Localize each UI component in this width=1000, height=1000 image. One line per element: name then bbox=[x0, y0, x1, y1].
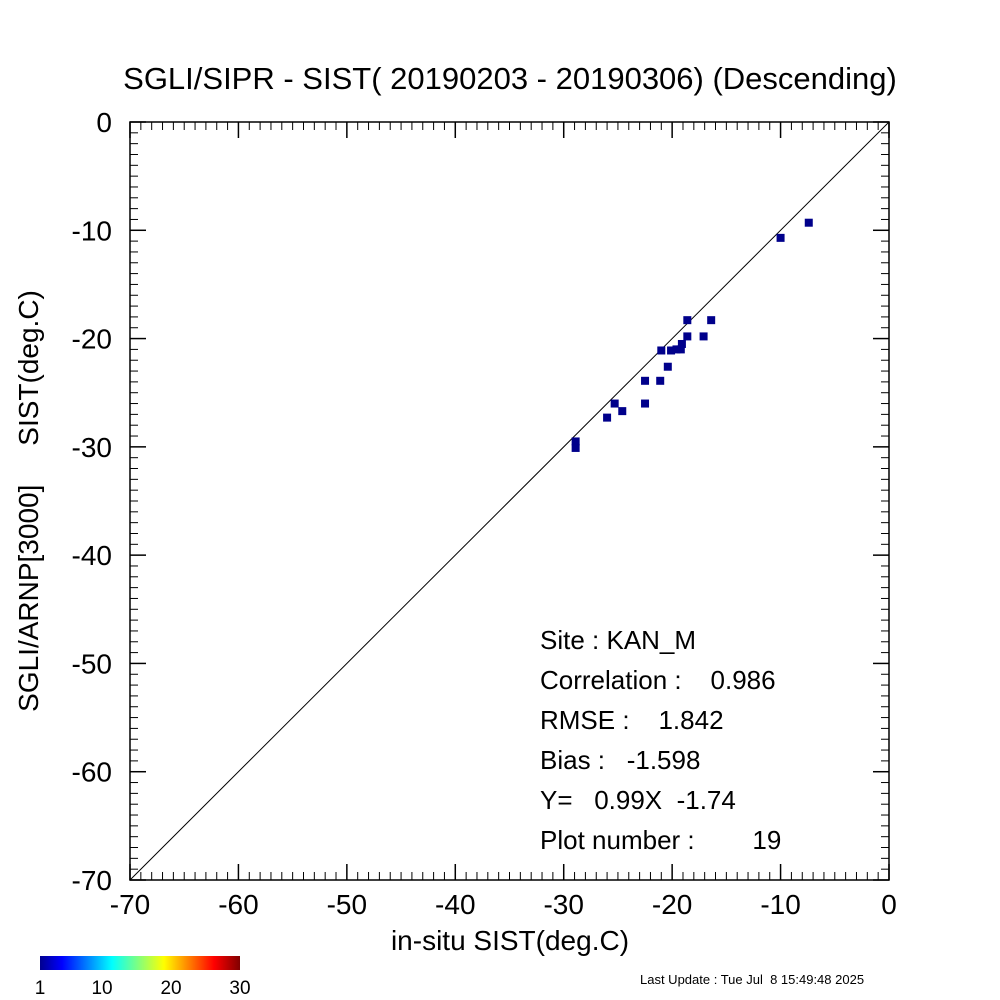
x-tick-label: -70 bbox=[110, 889, 150, 920]
y-tick-label: -10 bbox=[72, 215, 112, 246]
y-tick-label: -30 bbox=[72, 432, 112, 463]
data-point bbox=[603, 413, 612, 422]
colorbar-label: 20 bbox=[160, 978, 181, 999]
data-point bbox=[641, 376, 650, 385]
colorbar-label: 1 bbox=[35, 978, 46, 999]
data-point bbox=[667, 346, 676, 355]
x-tick-label: 0 bbox=[881, 889, 897, 920]
colorbar-labels: 1 10 20 30 bbox=[35, 978, 251, 999]
y-tick-label: 0 bbox=[96, 107, 112, 138]
data-point bbox=[657, 346, 666, 355]
data-point bbox=[571, 437, 580, 446]
x-axis-label: in-situ SIST(deg.C) bbox=[391, 925, 629, 956]
y-tick-label: -60 bbox=[72, 757, 112, 788]
y-tick-label: -20 bbox=[72, 324, 112, 355]
x-tick-label: -60 bbox=[218, 889, 258, 920]
colorbar-label: 10 bbox=[91, 978, 112, 999]
data-point bbox=[618, 407, 627, 416]
y-tick-label: -70 bbox=[72, 865, 112, 896]
y-tick-label: -50 bbox=[72, 648, 112, 679]
x-tick-labels: -70 -60 -50 -40 -30 -20 -10 0 bbox=[110, 889, 897, 920]
stats-box: Site : KAN_M Correlation : 0.986 RMSE : … bbox=[540, 625, 781, 855]
x-tick-label: -20 bbox=[652, 889, 692, 920]
data-point bbox=[672, 345, 681, 354]
x-tick-label: -30 bbox=[543, 889, 583, 920]
data-point bbox=[571, 443, 580, 452]
x-tick-label: -10 bbox=[760, 889, 800, 920]
minor-ticks bbox=[130, 122, 889, 880]
last-update-text: Last Update : Tue Jul 8 15:49:48 2025 bbox=[640, 972, 864, 987]
stat-regression: Y= 0.99X -1.74 bbox=[540, 785, 736, 815]
data-point bbox=[677, 339, 686, 348]
stat-site: Site : KAN_M bbox=[540, 625, 696, 655]
colorbar bbox=[40, 956, 240, 970]
data-point bbox=[663, 362, 672, 371]
colorbar-label: 30 bbox=[229, 978, 250, 999]
data-point bbox=[776, 233, 785, 242]
stat-rmse: RMSE : 1.842 bbox=[540, 705, 724, 735]
x-tick-label: -40 bbox=[435, 889, 475, 920]
stat-bias: Bias : -1.598 bbox=[540, 745, 700, 775]
data-point bbox=[804, 218, 813, 227]
major-ticks bbox=[129, 121, 890, 881]
data-point bbox=[676, 345, 685, 354]
one-to-one-line bbox=[129, 121, 890, 881]
data-point bbox=[699, 332, 708, 341]
data-point bbox=[707, 316, 716, 325]
y-axis-label: SGLI/ARNP[3000] SIST(deg.C) bbox=[13, 290, 44, 712]
data-points bbox=[571, 218, 813, 452]
y-tick-label: -40 bbox=[72, 540, 112, 571]
y-tick-labels: -70 -60 -50 -40 -30 -20 -10 0 bbox=[72, 107, 112, 896]
data-point bbox=[683, 332, 692, 341]
data-point bbox=[610, 399, 619, 408]
data-point bbox=[683, 316, 692, 325]
stat-correlation: Correlation : 0.986 bbox=[540, 665, 776, 695]
stat-plot-number: Plot number : 19 bbox=[540, 825, 781, 855]
data-point bbox=[656, 376, 665, 385]
chart-title: SGLI/SIPR - SIST( 20190203 - 20190306) (… bbox=[123, 61, 897, 96]
data-point bbox=[641, 399, 650, 408]
x-tick-label: -50 bbox=[327, 889, 367, 920]
